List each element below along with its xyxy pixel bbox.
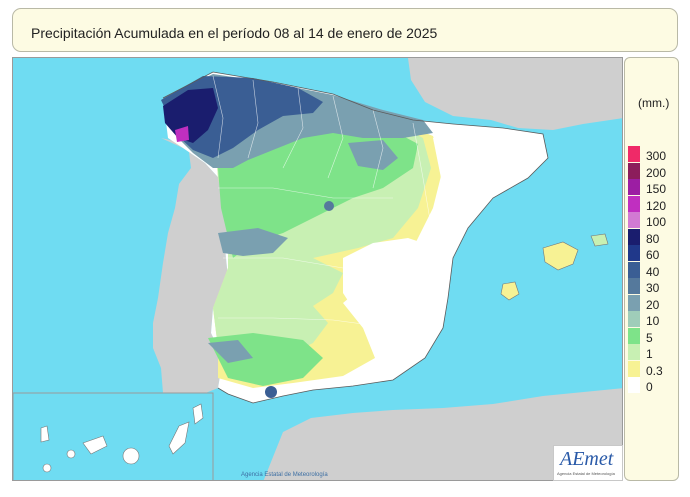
legend-label-300: 300 [646, 149, 667, 163]
legend-swatch-40 [628, 261, 640, 278]
legend-swatch-150 [628, 179, 640, 195]
legend-label-120: 120 [646, 198, 667, 213]
tenerife-island [82, 435, 108, 455]
rain-spot-center [324, 201, 334, 211]
legend-swatch-300 [628, 146, 640, 162]
legend-swatch-10 [628, 311, 640, 327]
source-credit: Agencia Estatal de Meteorología [241, 472, 328, 478]
legend-unit: (mm.) [638, 96, 670, 110]
aemet-logo-text: AEmet [560, 448, 614, 470]
rain-zone-100mm [175, 126, 189, 142]
legend-swatch-1 [628, 344, 640, 360]
rain-zone-60mm [163, 88, 218, 143]
rain-zone-20mm-west [218, 228, 288, 256]
lanzarote-island [192, 403, 204, 425]
aemet-logo-subtitle: Agencia Estatal de Meteorología [557, 471, 615, 476]
aemet-logo: AEmet Agencia Estatal de Meteorología [553, 445, 623, 481]
legend-label-200: 200 [646, 165, 667, 180]
portugal-landmass [153, 138, 235, 396]
legend-swatch-60 [628, 245, 640, 261]
legend-swatch-0-3 [628, 360, 640, 377]
legend-label-60: 60 [646, 248, 660, 262]
gran-canaria-island [122, 447, 140, 465]
province-boundaries [212, 75, 474, 329]
menorca-island [590, 233, 609, 247]
canary-islands [40, 403, 204, 473]
legend-label-20: 20 [646, 297, 660, 312]
map-title: Precipitación Acumulada en el período 08… [12, 8, 678, 52]
legend-label-0-3: 0.3 [646, 363, 663, 378]
rain-zone-20mm-sw [208, 340, 253, 363]
precipitation-legend: (mm.) 300 200 150 120 100 80 60 40 30 20 10 5 1 0.3 0 [624, 57, 679, 481]
ibiza-island [500, 281, 520, 301]
legend-swatch-0 [628, 377, 640, 393]
legend-label-40: 40 [646, 264, 660, 279]
la-palma-island [40, 425, 50, 443]
map-canvas [13, 58, 622, 480]
rain-zone-20mm-center [348, 140, 398, 170]
legend-label-5: 5 [646, 330, 653, 345]
africa-landmass [263, 388, 622, 480]
legend-label-100: 100 [646, 215, 667, 229]
spain-coastline [162, 71, 549, 404]
el-hierro-island [42, 463, 52, 473]
dry-zone-center [343, 238, 443, 328]
precipitation-map [12, 57, 623, 481]
mallorca-island [542, 241, 579, 271]
france-landmass [408, 58, 622, 130]
legend-label-10: 10 [646, 314, 660, 328]
legend-swatch-120 [628, 195, 640, 212]
legend-label-150: 150 [646, 182, 667, 196]
legend-swatch-80 [628, 228, 640, 245]
legend-swatch-30 [628, 278, 640, 294]
la-gomera-island [66, 449, 76, 459]
legend-label-80: 80 [646, 231, 660, 246]
legend-label-30: 30 [646, 281, 660, 295]
dry-zone-northeast [433, 130, 533, 198]
legend-swatch-20 [628, 294, 640, 311]
legend-label-1: 1 [646, 347, 653, 361]
legend-label-0: 0 [646, 380, 653, 394]
legend-swatch-100 [628, 212, 640, 228]
legend-swatch-5 [628, 327, 640, 344]
fuerteventura-island [168, 421, 190, 455]
legend-swatch-200 [628, 162, 640, 179]
rain-spot-cadiz [265, 386, 277, 398]
